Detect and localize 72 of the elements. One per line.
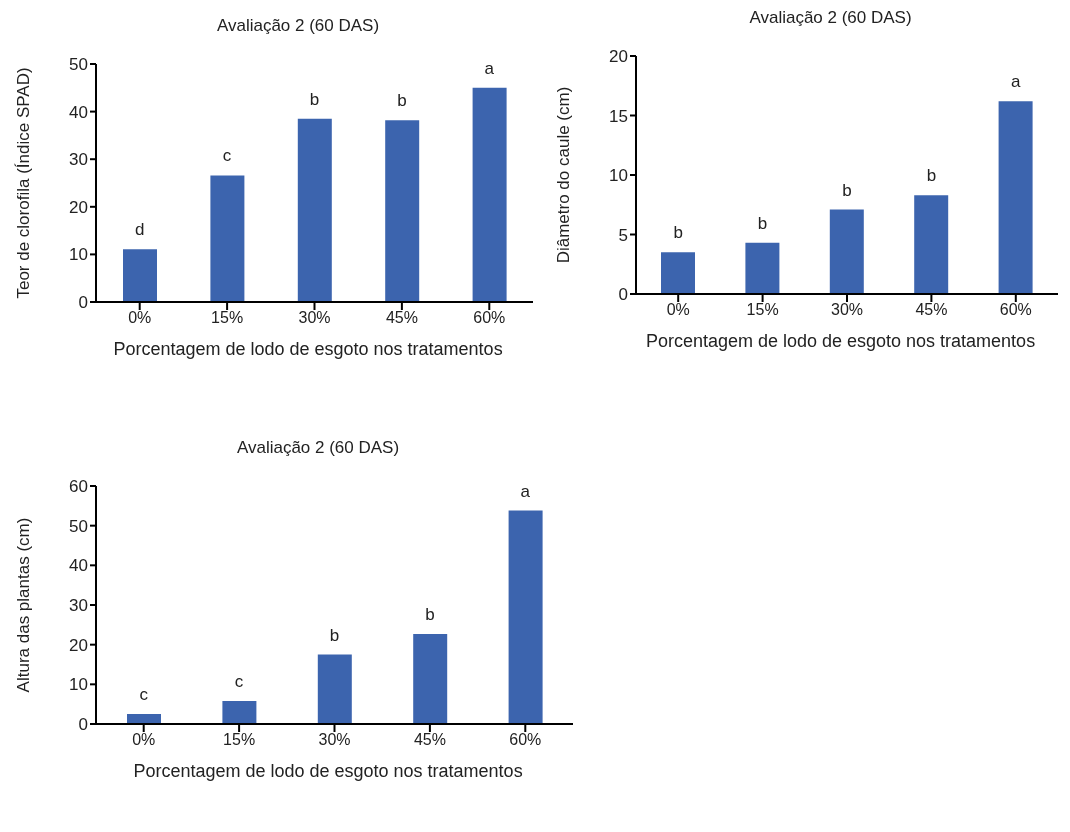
bar (123, 249, 157, 302)
x-tick-label: 30% (298, 309, 331, 327)
bar (222, 700, 257, 724)
y-tick-label: 10 (69, 675, 88, 695)
x-tick-label: 15% (746, 301, 779, 319)
annotation: b (397, 91, 407, 111)
y-tick-label: 10 (609, 166, 628, 186)
y-tick-label: 20 (69, 635, 88, 655)
y-tick-label: 0 (78, 293, 88, 313)
bar (317, 654, 352, 724)
y-tick-label: 50 (69, 516, 88, 536)
x-axis-title: Porcentagem de lodo de esgoto nos tratamentos (644, 330, 1037, 353)
y-tick-label: 10 (69, 245, 88, 265)
bar (297, 118, 332, 302)
y-tick-label: 60 (69, 477, 88, 497)
x-tick-label: 45% (915, 301, 948, 319)
y-axis-title: Teor de clorofila (Índice SPAD) (14, 67, 34, 299)
y-tick-label: 30 (69, 150, 88, 170)
x-tick-label: 0% (128, 309, 152, 327)
x-tick-label: 0% (132, 731, 156, 749)
x-tick-label: 45% (385, 309, 418, 327)
y-tick-label: 40 (69, 102, 88, 122)
annotation: b (673, 223, 683, 243)
x-tick-label: 30% (318, 731, 351, 749)
annotation: d (134, 220, 145, 240)
y-axis-title: Altura das plantas (cm) (14, 517, 34, 693)
y-tick-label: 0 (78, 715, 88, 735)
x-tick-label: 60% (509, 731, 542, 749)
bar (127, 714, 161, 724)
chart-title: Avaliação 2 (60 DAS) (748, 8, 913, 28)
chart-title: Avaliação 2 (60 DAS) (215, 16, 381, 36)
x-tick-label: 30% (830, 301, 864, 319)
x-axis-title: Porcentagem de lodo de esgoto nos tratamentos (132, 760, 524, 783)
y-tick-label: 50 (69, 55, 88, 75)
annotation: a (1011, 72, 1022, 92)
bar (998, 101, 1033, 294)
annotation: c (222, 146, 232, 166)
bar (508, 510, 543, 724)
annotation: b (842, 180, 852, 200)
x-axis-title: Porcentagem de lodo de esgoto nos tratamentos (112, 338, 504, 361)
annotation: b (757, 213, 768, 233)
annotation: a (520, 481, 531, 501)
bar (661, 252, 695, 294)
x-tick-label: 60% (473, 309, 506, 327)
x-tick-label: 45% (413, 731, 446, 749)
bar (745, 242, 780, 294)
bar (829, 209, 864, 294)
bar (472, 87, 507, 302)
annotation: a (484, 58, 495, 78)
x-tick-label: 60% (999, 301, 1032, 319)
bar (385, 120, 420, 302)
y-axis-title: Diâmetro do caule (cm) (554, 86, 574, 264)
annotation: b (926, 166, 937, 186)
y-tick-label: 20 (69, 197, 88, 217)
x-tick-label: 15% (223, 731, 256, 749)
y-tick-label: 30 (69, 596, 88, 616)
bar (413, 633, 448, 724)
bar (914, 195, 949, 294)
annotation: b (425, 604, 435, 624)
y-tick-label: 20 (609, 47, 628, 67)
x-tick-label: 0% (666, 301, 690, 319)
chart-title: Avaliação 2 (60 DAS) (235, 438, 401, 458)
y-tick-label: 15 (609, 106, 628, 126)
annotation: c (139, 685, 149, 705)
annotation: b (329, 625, 340, 645)
annotation: c (234, 671, 244, 691)
y-tick-label: 5 (618, 225, 628, 245)
bar (210, 175, 245, 302)
annotation: b (309, 89, 320, 109)
y-tick-label: 40 (69, 556, 88, 576)
y-tick-label: 0 (618, 285, 628, 305)
x-tick-label: 15% (211, 309, 244, 327)
